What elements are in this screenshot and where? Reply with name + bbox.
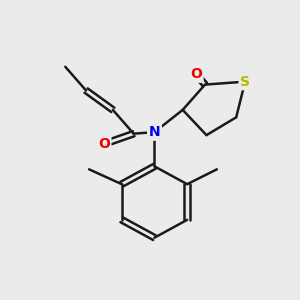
Text: O: O [190,67,202,81]
Text: N: N [148,125,160,139]
Text: S: S [240,75,250,88]
Text: O: O [98,137,110,151]
